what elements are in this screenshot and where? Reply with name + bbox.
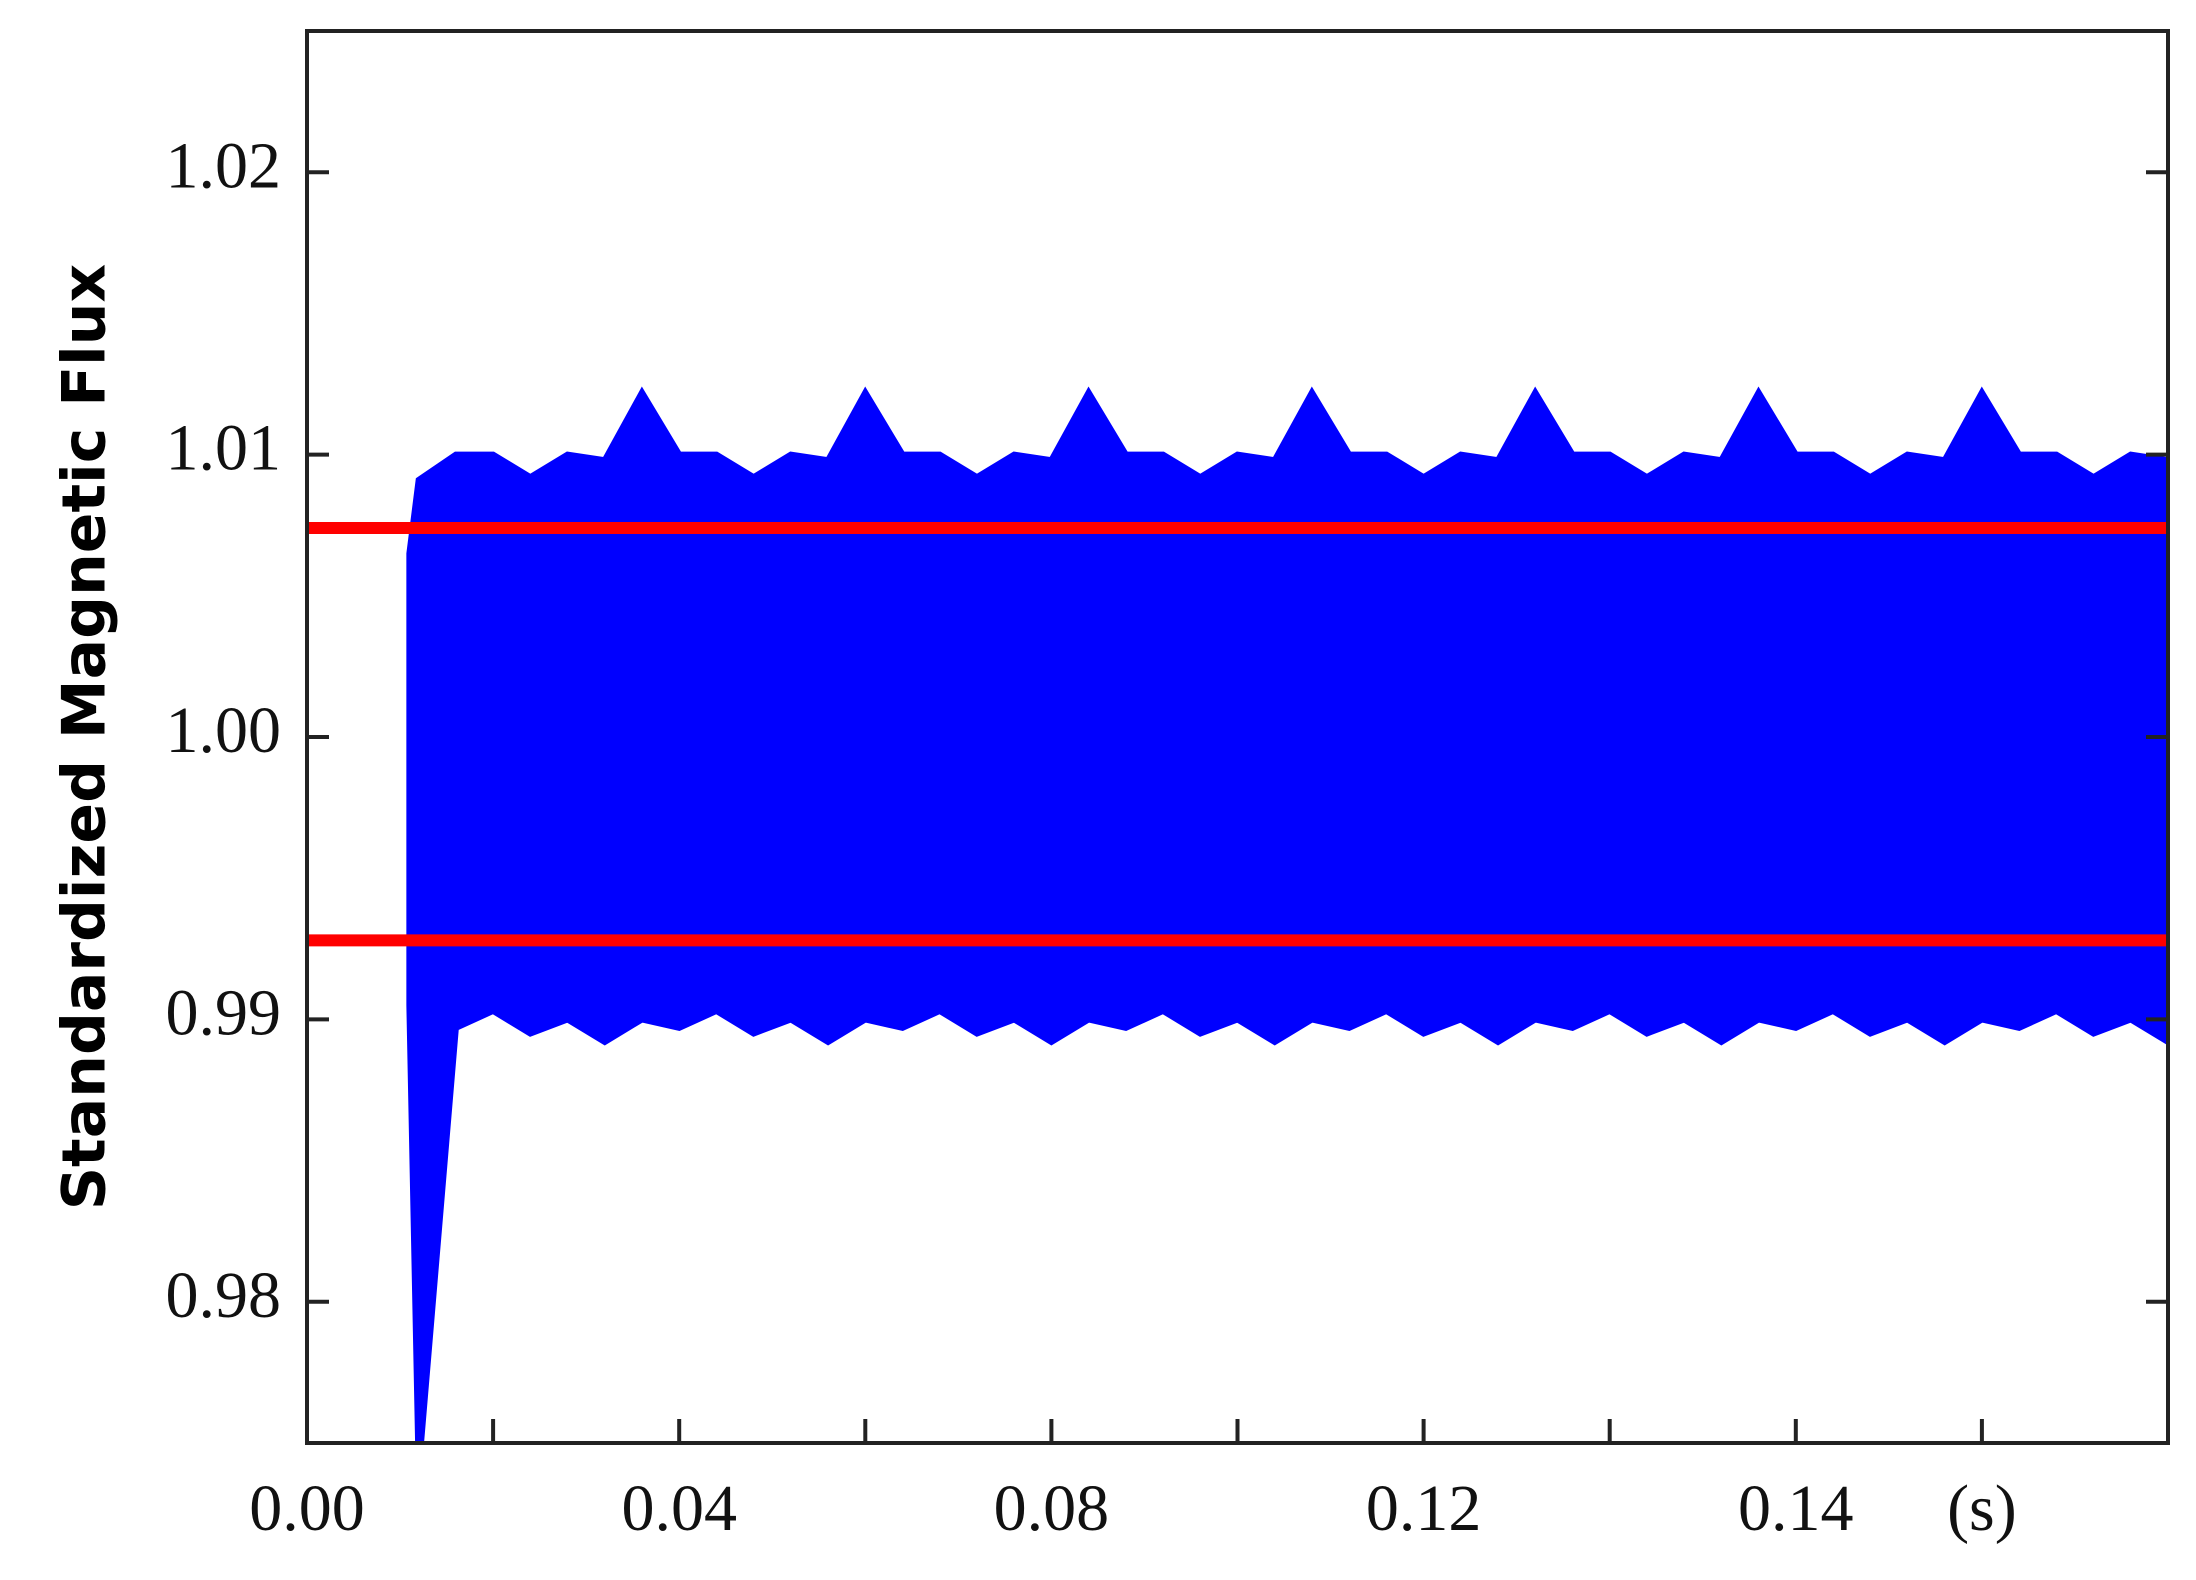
y-tick-label: 1.01 — [166, 412, 282, 485]
y-tick-label: 0.99 — [166, 977, 282, 1050]
signal-band — [406, 386, 2168, 1443]
x-axis-title: (s) — [1947, 1472, 2017, 1545]
y-tick-label: 1.00 — [166, 694, 282, 767]
x-tick-label: 0.00 — [249, 1472, 365, 1545]
y-tick-label: 1.02 — [166, 129, 282, 202]
x-tick-label: 0.14 — [1738, 1472, 1854, 1545]
x-tick-label: 0.04 — [621, 1472, 737, 1545]
plot-area — [307, 386, 2168, 1443]
x-tick-label: 0.12 — [1366, 1472, 1482, 1545]
x-tick-label: 0.08 — [994, 1472, 1110, 1545]
y-tick-label: 0.98 — [166, 1259, 282, 1332]
y-axis-title: Standardized Magnetic Flux — [50, 264, 120, 1210]
